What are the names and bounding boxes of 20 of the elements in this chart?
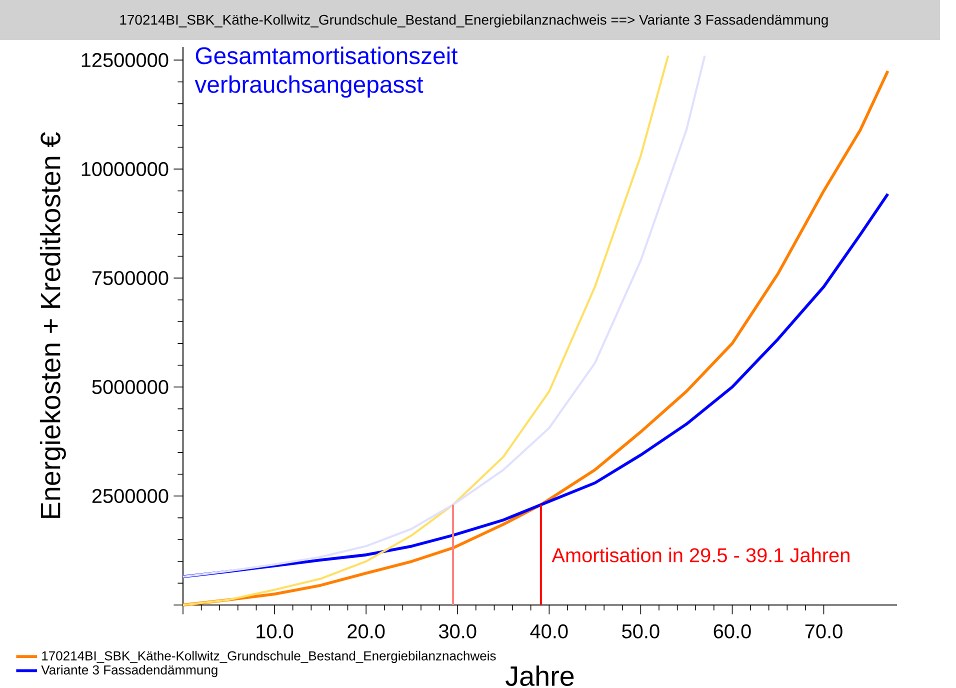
legend-label: 170214BI_SBK_Käthe-Kollwitz_Grundschule_Bestand_Energiebilanznachweis	[42, 650, 496, 664]
text: Gesamtamortisationszeit verbrauchsangepasst	[194, 46, 458, 98]
legend-label: Variante 3 Fassadendämmung	[41, 664, 218, 678]
x-tick-label: 10.0	[256, 624, 294, 638]
x-tick-label: 30.0	[438, 624, 476, 638]
y-axis-title: Energiekosten + Kreditkosten €	[40, 132, 66, 518]
chart-title: 170214BI_SBK_Käthe-Kollwitz_Grundschule_Bestand_Energiebilanznachweis ==> Variante 3 Fassadendämmung	[120, 14, 828, 28]
y-tick-label: 12500000	[82, 53, 168, 68]
y-tick-label: 10000000	[82, 162, 168, 176]
x-tick-label: 40.0	[530, 624, 568, 638]
x-tick-label: 70.0	[805, 624, 842, 638]
x-tick-label: 20.0	[348, 624, 385, 638]
x-tick-label: 60.0	[714, 624, 751, 638]
x-axis-title: Jahre	[506, 666, 574, 686]
y-tick-label: 5000000	[92, 380, 168, 394]
annotation: Amortisation in 29.5 - 39.1 Jahren	[552, 548, 850, 562]
y-tick-label: 7500000	[92, 270, 168, 286]
line-series	[182, 70, 890, 606]
x-tick-label: 50.0	[622, 624, 660, 638]
y-tick-label: 2500000	[92, 488, 168, 504]
